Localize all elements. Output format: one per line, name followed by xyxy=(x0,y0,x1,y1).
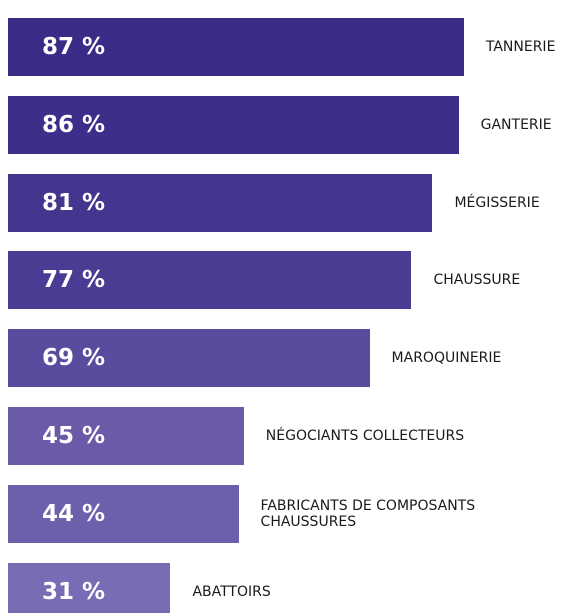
category-label: MÉGISSERIE xyxy=(454,194,540,211)
value-label: 77 % xyxy=(42,267,106,294)
category-label: FABRICANTS DE COMPOSANTS CHAUSSURES xyxy=(260,497,476,530)
value-label: 45 % xyxy=(42,423,106,449)
category-label: MAROQUINERIE xyxy=(391,350,502,367)
value-label: 87 % xyxy=(42,34,106,60)
category-label: CHAUSSURE xyxy=(433,272,521,289)
category-label: TANNERIE xyxy=(485,39,556,55)
bar xyxy=(8,407,244,465)
bar xyxy=(8,95,459,154)
bar xyxy=(8,329,370,388)
value-label: 86 % xyxy=(42,111,106,138)
value-label: 31 % xyxy=(42,578,106,605)
bar xyxy=(8,18,464,76)
category-label: GANTERIE xyxy=(480,116,552,133)
value-label: 69 % xyxy=(42,345,106,372)
category-label: ABATTOIRS xyxy=(192,583,271,600)
bar xyxy=(8,484,239,543)
value-label: 81 % xyxy=(42,189,106,216)
bar xyxy=(8,562,171,613)
category-label: NÉGOCIANTS COLLECTEURS xyxy=(265,428,465,444)
bar xyxy=(8,173,433,232)
bar xyxy=(8,251,412,310)
value-label: 44 % xyxy=(42,500,106,527)
